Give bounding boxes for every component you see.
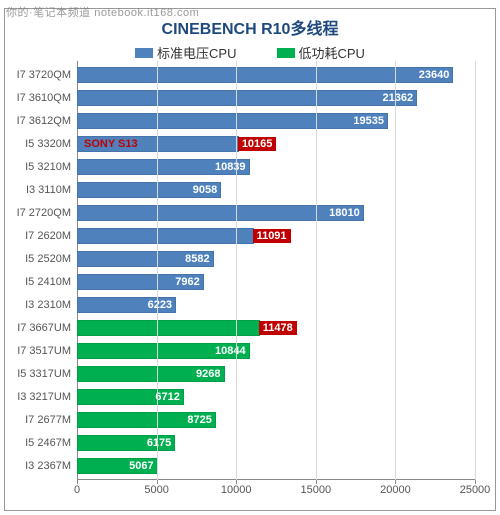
- bar-value-label: 8725: [187, 414, 211, 426]
- grid-line: [395, 61, 396, 480]
- bar-row: 10839: [77, 157, 475, 177]
- x-tick-label: 10000: [221, 484, 252, 496]
- bar: 8725: [77, 412, 216, 428]
- bar-value-label: 5067: [129, 460, 153, 472]
- bar-value-label: 6712: [155, 391, 179, 403]
- legend-swatch-lowpower: [277, 48, 295, 58]
- bar: 5067: [77, 458, 158, 474]
- bar: 11478: [77, 320, 260, 336]
- bar-row: 23640: [77, 65, 475, 85]
- bar-row: 6175: [77, 433, 475, 453]
- bar-value-label: 10165: [238, 137, 277, 151]
- y-tick-label: I7 2720QM: [5, 203, 75, 223]
- bar: 19535: [77, 113, 388, 129]
- legend-item-lowpower: 低功耗CPU: [277, 43, 365, 62]
- bar-row: 11091: [77, 226, 475, 246]
- bar-value-label: 23640: [419, 69, 450, 81]
- x-tick-label: 5000: [144, 484, 168, 496]
- bar: 6712: [77, 389, 184, 405]
- bar: 10165SONY S13: [77, 136, 239, 152]
- bar-value-label: 6223: [148, 299, 172, 311]
- bar-row: 21362: [77, 88, 475, 108]
- bar-value-label: 7962: [175, 276, 199, 288]
- watermark-text: 你的·笔记本频道 notebook.it168.com: [6, 4, 199, 20]
- annotation-sony-s13: SONY S13: [84, 138, 138, 150]
- grid-line: [236, 61, 237, 480]
- legend-item-standard: 标准电压CPU: [135, 43, 236, 62]
- legend-swatch-standard: [135, 48, 153, 58]
- bar: 9268: [77, 366, 225, 382]
- y-tick-label: I5 3320M: [5, 134, 75, 154]
- bars-container: 23640 21362 19535 10165 SONY S13 10839 9058 180…: [77, 61, 475, 480]
- x-tick-label: 20000: [380, 484, 411, 496]
- bar-value-label: 8582: [185, 253, 209, 265]
- bar-value-label: 9058: [193, 184, 217, 196]
- bar: 10839: [77, 159, 250, 175]
- bar: 6223: [77, 297, 176, 313]
- y-tick-label: I7 3610QM: [5, 88, 75, 108]
- x-tick-label: 25000: [460, 484, 491, 496]
- legend-label-standard: 标准电压CPU: [157, 43, 236, 62]
- bar-value-label: 18010: [329, 207, 360, 219]
- cinebench-chart: CINEBENCH R10多线程 标准电压CPU 低功耗CPU I7 3720Q…: [4, 8, 496, 511]
- bar-row: 7962: [77, 272, 475, 292]
- bar-row: 8582: [77, 249, 475, 269]
- bar-value-label: 6175: [147, 437, 171, 449]
- bar-row: 18010: [77, 203, 475, 223]
- bar: 10844: [77, 343, 250, 359]
- y-tick-label: I3 2310M: [5, 295, 75, 315]
- bar-value-label: 10839: [215, 161, 246, 173]
- y-tick-label: I7 3720QM: [5, 65, 75, 85]
- y-tick-label: I7 2677M: [5, 410, 75, 430]
- bar-value-label: 11091: [253, 229, 291, 243]
- bar-value-label: 11478: [259, 321, 297, 335]
- bar-value-label: 19535: [353, 115, 384, 127]
- bar-row: 6712: [77, 387, 475, 407]
- bar: 11091: [77, 228, 254, 244]
- bar-row: 19535: [77, 111, 475, 131]
- y-tick-label: I7 3612QM: [5, 111, 75, 131]
- bar: 8582: [77, 251, 214, 267]
- bar-value-label: 21362: [382, 92, 413, 104]
- y-tick-label: I5 3210M: [5, 157, 75, 177]
- x-tick-label: 0: [74, 484, 80, 496]
- bar: 7962: [77, 274, 204, 290]
- bar: 9058: [77, 182, 221, 198]
- bar: 18010: [77, 205, 364, 221]
- legend-label-lowpower: 低功耗CPU: [299, 43, 365, 62]
- y-tick-label: I3 3217UM: [5, 387, 75, 407]
- bar-row: 6223: [77, 295, 475, 315]
- grid-line: [316, 61, 317, 480]
- y-tick-label: I3 2367M: [5, 456, 75, 476]
- y-tick-label: I7 3517UM: [5, 341, 75, 361]
- grid-line: [475, 61, 476, 480]
- y-tick-label: I7 3667UM: [5, 318, 75, 338]
- y-axis-labels: I7 3720QM I7 3610QM I7 3612QM I5 3320M I5 32…: [5, 61, 75, 480]
- bar-row: 11478: [77, 318, 475, 338]
- bar-row: 8725: [77, 410, 475, 430]
- y-tick-label: I3 3110M: [5, 180, 75, 200]
- y-tick-label: I5 3317UM: [5, 364, 75, 384]
- bar-value-label: 9268: [196, 368, 220, 380]
- grid-line: [157, 61, 158, 480]
- y-tick-label: I5 2410M: [5, 272, 75, 292]
- bar: 6175: [77, 435, 175, 451]
- y-tick-label: I5 2520M: [5, 249, 75, 269]
- y-tick-label: I5 2467M: [5, 433, 75, 453]
- x-tick-label: 15000: [301, 484, 332, 496]
- chart-legend: 标准电压CPU 低功耗CPU: [5, 43, 495, 62]
- bar-row: 9268: [77, 364, 475, 384]
- x-axis-labels: 0500010000150002000025000: [77, 484, 475, 502]
- bar-row: 10165 SONY S13: [77, 134, 475, 154]
- plot-area: 23640 21362 19535 10165 SONY S13 10839 9058 180…: [77, 61, 475, 480]
- bar: 23640: [77, 67, 453, 83]
- bar-row: 5067: [77, 456, 475, 476]
- y-tick-label: I7 2620M: [5, 226, 75, 246]
- bar-row: 9058: [77, 180, 475, 200]
- bar: 21362: [77, 90, 417, 106]
- bar-row: 10844: [77, 341, 475, 361]
- bar-value-label: 10844: [215, 345, 246, 357]
